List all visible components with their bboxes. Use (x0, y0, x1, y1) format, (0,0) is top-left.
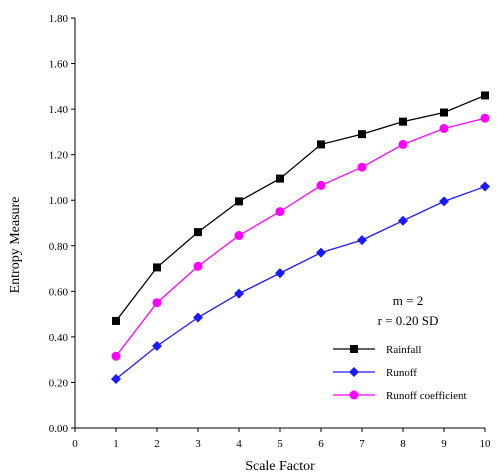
runoff-point (193, 312, 203, 323)
x-axis-title: Scale Factor (245, 459, 315, 473)
axes: 0.00 0.20 0.40 0.60 0.80 1.00 1.20 1.40 1.60 1.80… (49, 13, 491, 450)
y-tick-label: 1.40 (49, 104, 69, 116)
runoff-coefficient-point (480, 113, 490, 123)
legend-marker (349, 367, 359, 377)
legend-item-rainfall: Rainfall (333, 344, 421, 356)
rainfall-point (440, 108, 448, 117)
annotation-m: m = 2 (393, 293, 423, 308)
y-tick-label: 1.80 (49, 13, 69, 25)
runoff-point (480, 181, 490, 192)
runoff-coefficient-point (316, 180, 326, 190)
runoff-line (115, 185, 486, 380)
runoff-coefficient-series (111, 113, 490, 361)
rainfall-point (194, 228, 202, 237)
x-tick-label: 3 (195, 438, 201, 450)
y-tick-label: 0.40 (49, 332, 69, 344)
x-tick-label: 8 (400, 438, 406, 450)
y-tick-label: 1.00 (49, 195, 69, 207)
x-tick-label: 10 (480, 438, 492, 450)
runoff-point (316, 247, 326, 258)
annotation-r: r = 0.20 SD (378, 313, 439, 328)
runoff-coefficient-point (275, 207, 285, 217)
runoff-point (275, 268, 285, 279)
rainfall-point (153, 263, 161, 272)
runoff-coefficient-point (152, 298, 162, 308)
runoff-point (439, 196, 449, 207)
y-tick-label: 0.20 (49, 377, 69, 389)
rainfall-point (399, 117, 407, 126)
x-tick-label: 9 (441, 438, 447, 450)
y-tick-label: 0.80 (49, 241, 69, 253)
x-tick-label: 0 (72, 438, 78, 450)
rainfall-point (358, 130, 366, 139)
legend-item-runoff: Runoff (333, 367, 417, 379)
runoff-coefficient-point (398, 139, 408, 149)
x-tick-label: 6 (318, 438, 324, 450)
rainfall-point (481, 91, 489, 100)
rainfall-series (112, 91, 489, 325)
runoff-coefficient-point (234, 231, 244, 241)
legend-label: Runoff coefficient (386, 390, 467, 402)
runoff-coefficient-point (111, 351, 121, 361)
x-tick-label: 7 (359, 438, 365, 450)
legend-item-runoff-coefficient: Runoff coefficient (333, 390, 467, 402)
rainfall-point (276, 174, 284, 183)
runoff-coefficient-point (193, 261, 203, 271)
x-tick-label: 1 (113, 438, 119, 450)
y-tick-label: 1.60 (49, 59, 69, 71)
runoff-point (357, 235, 367, 246)
y-tick-label: 1.20 (49, 150, 69, 162)
runoff-point (234, 288, 244, 299)
y-axis-title: Entropy Measure (8, 197, 23, 294)
rainfall-line (115, 94, 486, 322)
runoff-point (152, 341, 162, 351)
runoff-coefficient-point (439, 123, 449, 133)
rainfall-point (317, 140, 325, 149)
x-tick-label: 5 (277, 438, 283, 450)
y-tick-label: 0.00 (49, 423, 69, 435)
y-tick-label: 0.60 (49, 286, 69, 298)
x-tick-label: 4 (236, 438, 242, 450)
rainfall-point (235, 197, 243, 206)
legend: Rainfall Runoff Runoff coefficient (333, 344, 467, 402)
runoff-coefficient-line (115, 117, 486, 357)
legend-label: Runoff (386, 367, 417, 379)
rainfall-point (112, 316, 120, 325)
legend-label: Rainfall (386, 344, 421, 356)
legend-marker (350, 345, 358, 353)
plot-area (111, 91, 490, 385)
legend-marker (349, 390, 359, 400)
runoff-series (111, 181, 490, 385)
x-tick-label: 2 (154, 438, 160, 450)
runoff-point (111, 374, 121, 385)
runoff-point (398, 215, 408, 226)
runoff-coefficient-point (357, 162, 367, 172)
